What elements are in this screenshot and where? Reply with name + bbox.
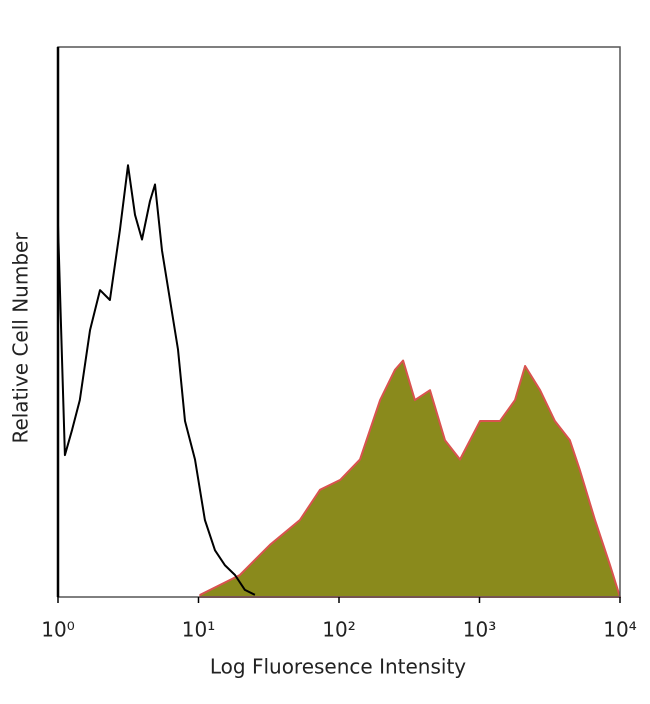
x-tick-label: 10⁰ <box>41 618 74 642</box>
x-axis-label: Log Fluoresence Intensity <box>210 655 466 679</box>
histogram-area <box>199 359 621 598</box>
y-axis-label: Relative Cell Number <box>9 232 33 444</box>
x-tick-label: 10⁴ <box>603 618 636 642</box>
x-tick-label: 10² <box>322 618 355 642</box>
histogram-line <box>57 164 256 596</box>
x-tick-label: 10³ <box>463 618 496 642</box>
x-tick-label: 10¹ <box>182 618 215 642</box>
